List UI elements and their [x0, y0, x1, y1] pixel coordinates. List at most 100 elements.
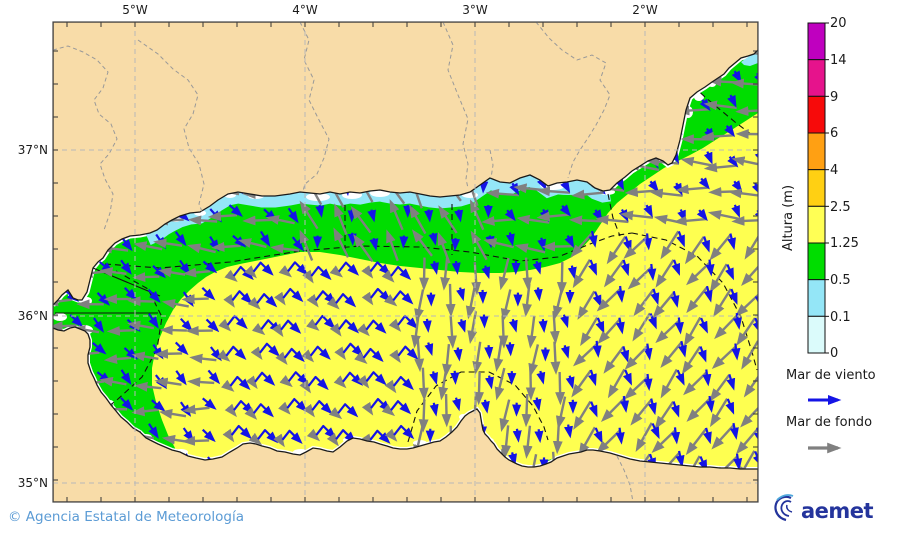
maritime-boundary: [607, 193, 621, 237]
wind-sea-arrow: [643, 233, 653, 251]
wind-sea-arrow: [481, 265, 491, 280]
admin-boundary: [616, 455, 634, 502]
swell-arrow: [441, 394, 452, 428]
wind-sea-arrow: [174, 231, 187, 247]
wind-sea-arrow: [148, 313, 159, 329]
swell-arrow: [522, 425, 533, 459]
wind-sea-arrow: [148, 423, 159, 439]
wind-sea-arrow: [623, 369, 632, 386]
y-tick-label-35n: 35°N: [18, 476, 48, 490]
wind-sea-arrow: [647, 263, 657, 281]
map-border: [52, 21, 759, 503]
wind-sea-arrow: [763, 260, 766, 274]
wind-sea-arrow: [257, 429, 279, 444]
wind-sea-arrow: [456, 287, 465, 302]
swell-arrow: [465, 286, 476, 320]
wind-sea-arrow: [147, 288, 161, 303]
wind-sea-arrow: [280, 319, 302, 334]
wind-sea-arrow: [424, 209, 434, 223]
wind-sea-arrow: [643, 204, 653, 218]
swell-arrow: [494, 367, 506, 401]
wind-sea-arrow: [620, 395, 630, 413]
wind-sea-arrow: [286, 397, 308, 413]
swell-arrow: [603, 346, 625, 374]
swell-arrow: [306, 294, 319, 308]
swell-arrow: [328, 406, 343, 420]
wind-sea-arrow: [505, 232, 515, 247]
wind-sea-arrow: [287, 261, 309, 276]
swell-arrow: [271, 323, 284, 338]
swell-arrow: [655, 259, 675, 288]
wind-sea-arrow: [338, 319, 360, 334]
wind-sea-arrow: [120, 369, 132, 385]
swell-arrow: [709, 374, 731, 402]
swell-arrow: [709, 397, 729, 428]
wind-sea-arrow: [698, 317, 708, 334]
x-tick-label-5w: 5°W: [122, 3, 148, 17]
swell-arrow: [573, 400, 592, 430]
swell-arrow: [389, 349, 401, 364]
wind-sea-arrow: [761, 100, 767, 109]
wind-sea-arrow: [532, 260, 542, 275]
swell-arrow: [470, 230, 488, 261]
swell-arrow: [411, 315, 421, 349]
wind-sea-arrow: [696, 208, 708, 222]
wind-sea-label: Mar de viento: [786, 368, 876, 383]
wind-sea-arrow: [347, 232, 357, 246]
wind-sea-arrow: [252, 403, 274, 418]
wind-sea-arrow: [702, 369, 712, 387]
wind-sea-arrow: [729, 422, 739, 440]
swell-arrow: [275, 351, 288, 366]
swell-arrow: [306, 318, 320, 331]
map-frame: [52, 21, 759, 503]
swell-arrow: [333, 375, 347, 389]
wind-sea-arrow: [450, 238, 460, 252]
wind-sea-arrow: [424, 342, 434, 356]
swell-arrow: [278, 265, 292, 278]
wind-sea-arrow: [335, 293, 357, 308]
copyright-text: © Agencia Estatal de Meteorología: [8, 509, 244, 525]
wind-sea-arrow: [678, 340, 687, 358]
wind-sea-arrow: [620, 259, 630, 277]
colorbar: Altura (m) 20 14 9 6 4 2.5 1.25 0.5 0.1 …: [781, 16, 859, 361]
wind-sea-arrow: [703, 285, 713, 303]
wind-sea-arrow: [252, 261, 274, 276]
wind-sea-arrow: [365, 371, 387, 386]
swell-arrow: [522, 283, 532, 318]
calm-patch: [53, 313, 67, 321]
wind-sea-arrow: [505, 342, 515, 357]
swell-arrow: [577, 290, 596, 320]
swell-arrow: [384, 379, 397, 394]
wind-sea-arrow: [725, 264, 734, 281]
swell-arrow: [467, 311, 478, 345]
swell-arrow: [159, 325, 187, 336]
swell-arrow: [550, 341, 561, 375]
swell-arrow: [244, 265, 257, 279]
swell-arrow: [493, 338, 504, 372]
wind-sea-arrow: [725, 398, 735, 415]
wind-sea-arrow: [369, 429, 391, 444]
wind-sea-arrow: [560, 345, 570, 359]
wind-sea-arrow: [430, 260, 439, 275]
wind-sea-arrow: [479, 314, 489, 329]
wind-sea-arrow: [733, 312, 742, 330]
swell-arrow: [438, 205, 458, 234]
wind-sea-arrow: [754, 151, 758, 165]
colorbar-tick-labels: 20 14 9 6 4 2.5 1.25 0.5 0.1 0: [830, 16, 859, 361]
wind-sea-arrow: [733, 453, 743, 471]
swell-arrow: [384, 428, 398, 442]
wind-sea-arrow: [315, 204, 325, 218]
wind-sea-arrow: [362, 347, 384, 363]
swell-arrow: [187, 377, 215, 387]
wind-sea-arrow: [314, 314, 336, 330]
wind-sea-arrow: [754, 291, 758, 309]
wind-sea-arrow: [756, 341, 758, 358]
swell-arrow: [499, 399, 511, 432]
swell-arrow: [381, 269, 395, 283]
cb-label-20: 20: [830, 16, 847, 31]
wind-sea-arrow: [564, 424, 573, 439]
swell-arrow: [127, 296, 155, 307]
swell-arrow: [224, 403, 237, 418]
wind-sea-arrow: [727, 233, 736, 251]
wind-sea-arrow: [536, 370, 546, 385]
